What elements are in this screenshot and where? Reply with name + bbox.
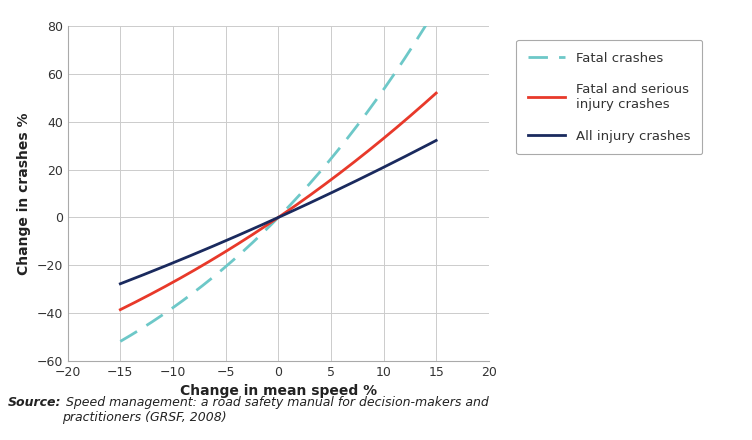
Y-axis label: Change in crashes %: Change in crashes % xyxy=(17,112,31,275)
Legend: Fatal crashes, Fatal and serious
injury crashes, All injury crashes: Fatal crashes, Fatal and serious injury … xyxy=(517,40,702,154)
X-axis label: Change in mean speed %: Change in mean speed % xyxy=(180,384,377,398)
Text: Speed management: a road safety manual for decision-makers and
practitioners (GR: Speed management: a road safety manual f… xyxy=(62,396,488,424)
Text: Source:: Source: xyxy=(8,396,61,409)
